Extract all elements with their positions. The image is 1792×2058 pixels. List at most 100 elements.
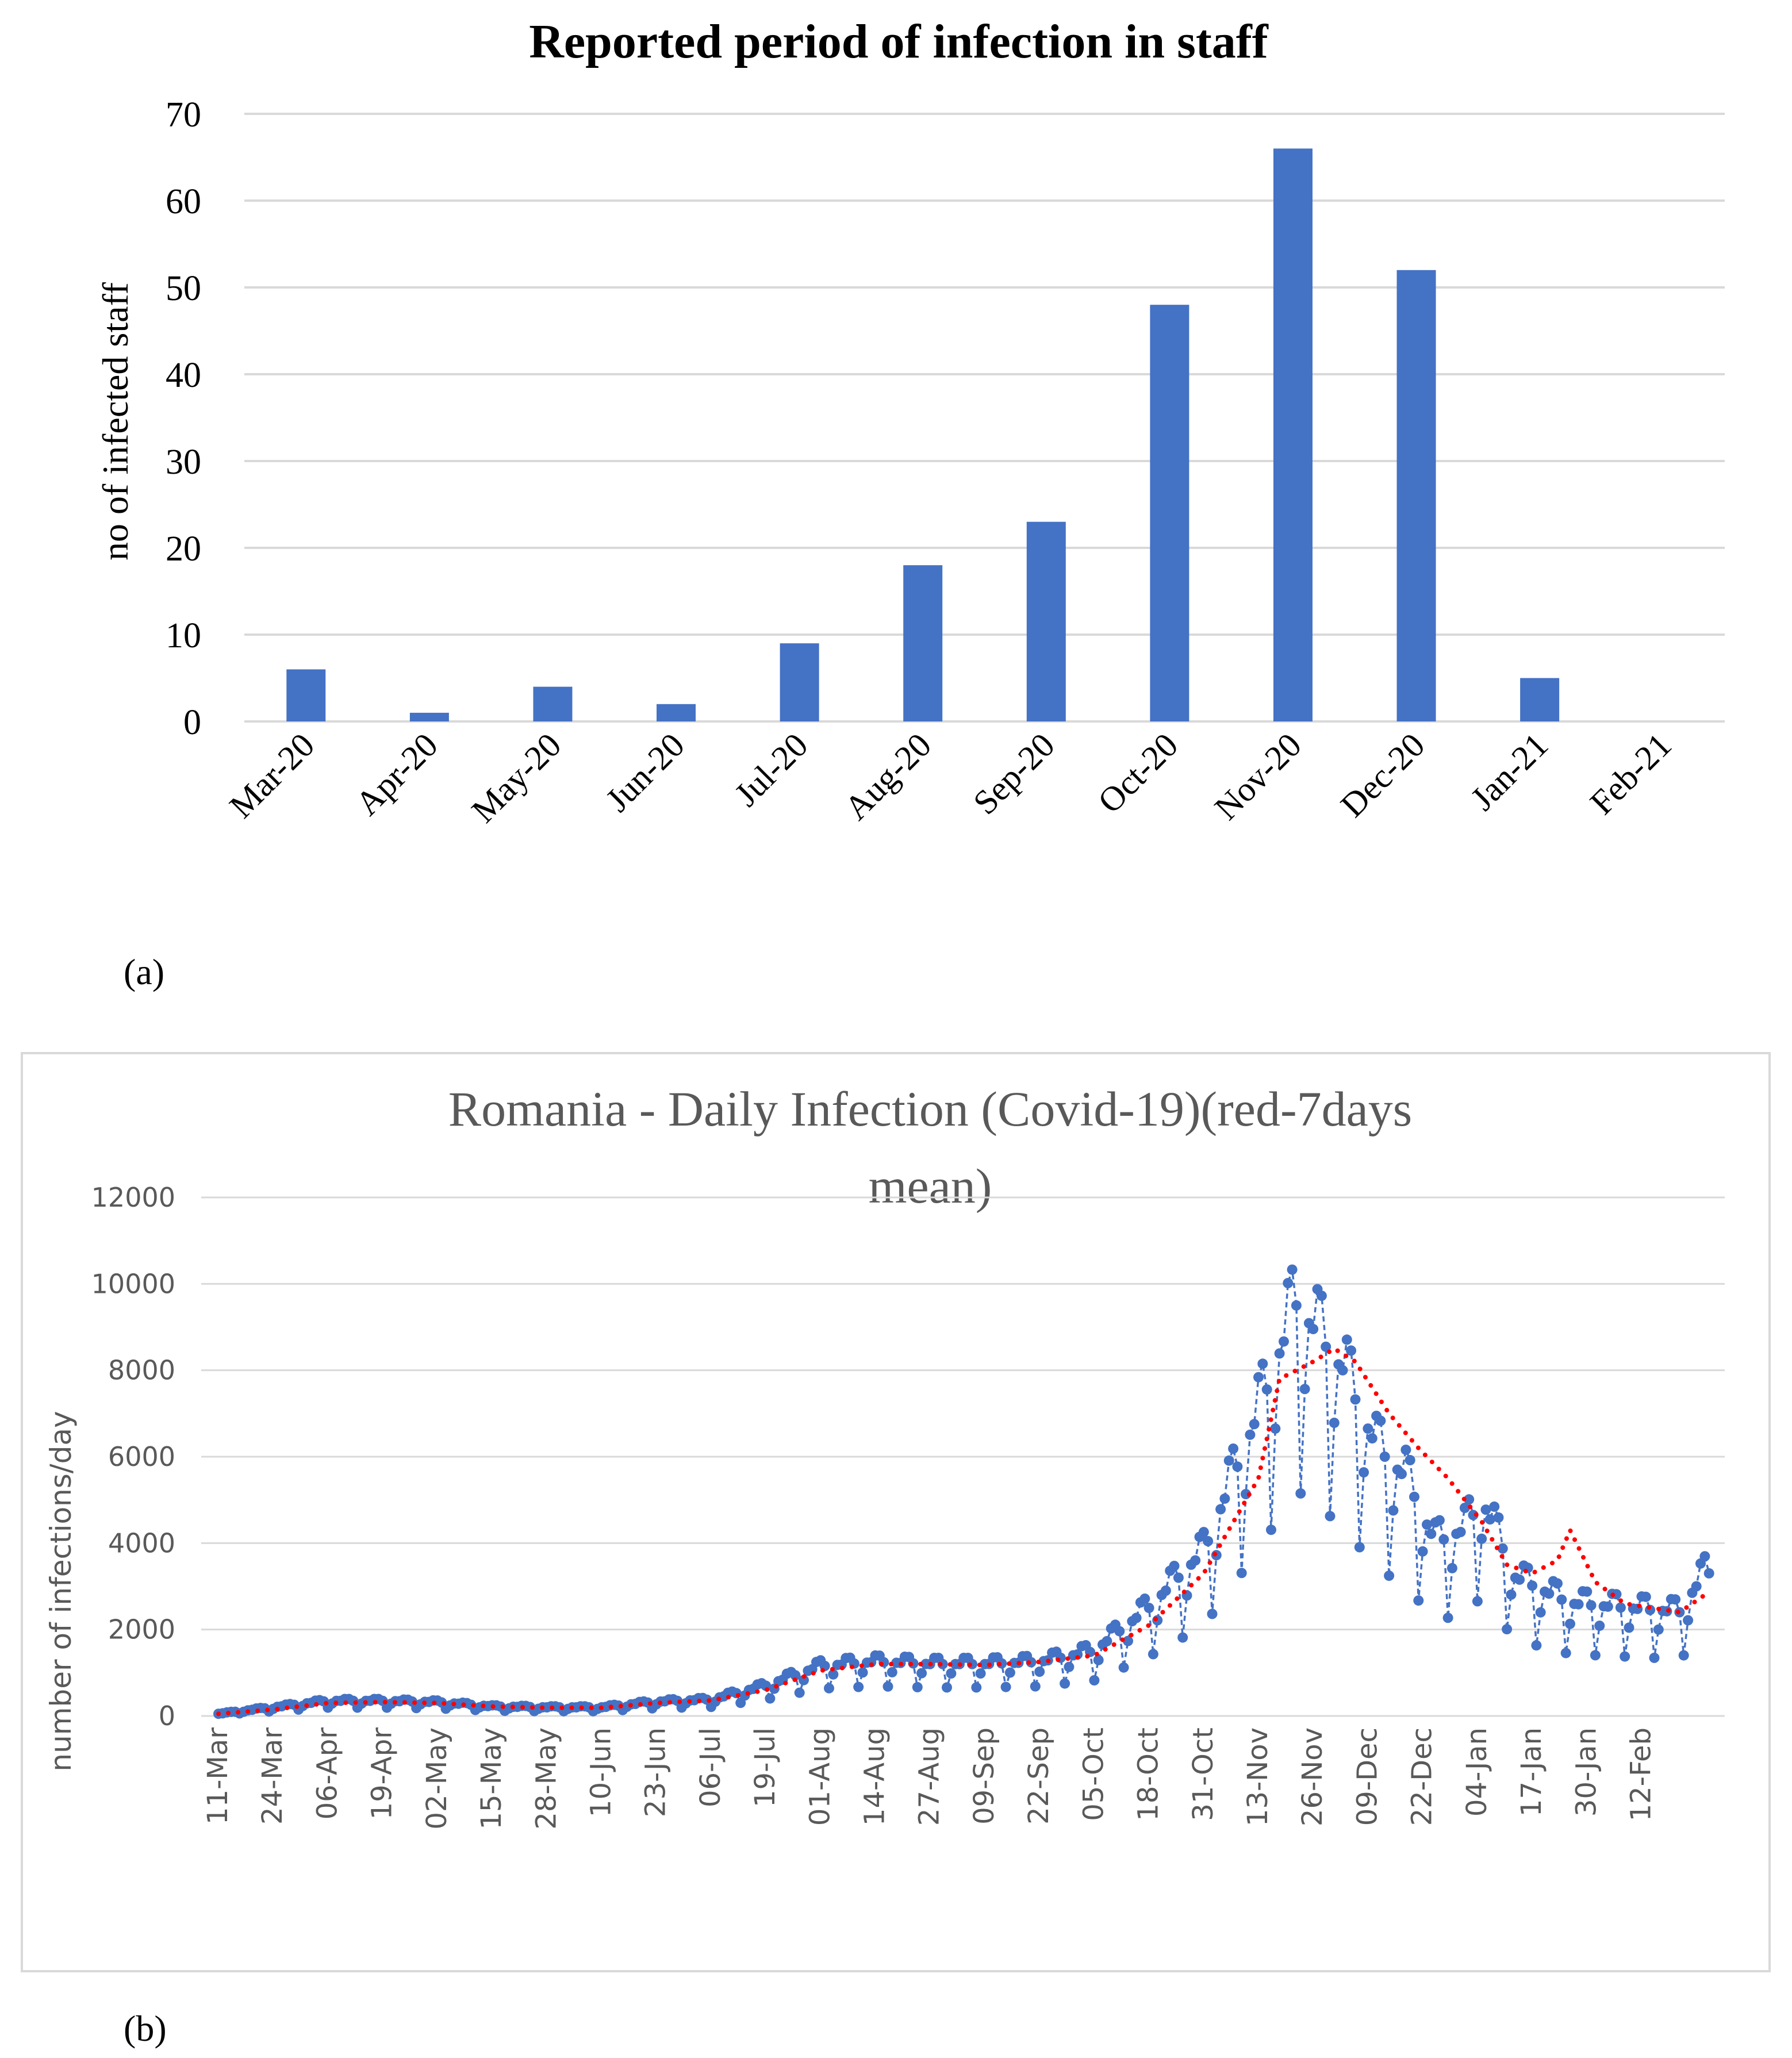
chart-b-daily-point — [1653, 1624, 1664, 1635]
chart-b-daily-point — [853, 1681, 864, 1692]
chart-b-x-tick-label: 05-Oct — [1077, 1727, 1110, 1821]
chart-b-daily-point — [971, 1682, 982, 1693]
chart-a-x-tick-label: Jan-21 — [1464, 726, 1556, 818]
chart-b-y-tick-label: 12000 — [91, 1182, 175, 1213]
chart-b-daily-point — [1295, 1488, 1306, 1499]
chart-b-daily-point — [1143, 1603, 1154, 1614]
chart-b-daily-point — [1359, 1467, 1369, 1478]
chart-b-x-ticks: 11-Mar 24-Mar 06-Apr 19-Apr 02-May 15-May 28-M… — [202, 1727, 1657, 1830]
chart-b-daily-point — [1459, 1503, 1470, 1513]
chart-b-daily-point — [1219, 1493, 1230, 1504]
chart-b-daily-point — [1257, 1358, 1268, 1369]
chart-b-y-axis-label: number of infections/day — [44, 1411, 78, 1771]
chart-a-bars — [286, 148, 1560, 721]
chart-b-daily-point — [1480, 1504, 1491, 1515]
chart-a-x-tick-label: Aug-20 — [837, 726, 938, 827]
chart-b-x-tick-label: 10-Jun — [585, 1727, 617, 1817]
chart-b-daily-point — [1489, 1501, 1500, 1512]
chart-a-x-tick-label: Nov-20 — [1207, 726, 1308, 827]
chart-b-daily-point — [912, 1681, 923, 1692]
chart-b-daily-point — [1565, 1618, 1575, 1629]
chart-b-daily-point — [1093, 1654, 1104, 1665]
chart-a-x-tick-label: Oct-20 — [1091, 726, 1185, 820]
chart-a-y-tick-label: 50 — [166, 269, 201, 308]
chart-b-x-tick-label: 26-Nov — [1296, 1727, 1329, 1826]
chart-b-daily-point — [946, 1668, 957, 1679]
chart-b-daily-point — [1531, 1640, 1542, 1651]
chart-b-daily-point — [1341, 1334, 1352, 1345]
chart-b-daily-point — [1409, 1491, 1419, 1502]
chart-b-daily-point — [857, 1667, 868, 1678]
chart-b-daily-point — [1367, 1433, 1377, 1444]
chart-b-daily-point — [1691, 1581, 1702, 1592]
chart-b-daily-point — [824, 1683, 834, 1694]
chart-b-daily-point — [1123, 1635, 1133, 1646]
chart-b-x-tick-label: 18-Oct — [1133, 1727, 1165, 1821]
chart-b-daily-point — [1422, 1519, 1432, 1530]
chart-a-y-tick-label: 70 — [166, 95, 201, 135]
chart-b-daily-point — [1544, 1588, 1555, 1599]
chart-b-daily-point — [1114, 1626, 1125, 1637]
chart-b-daily-point — [1615, 1602, 1626, 1613]
chart-b-y-tick-label: 0 — [159, 1700, 175, 1731]
chart-b-daily-point — [1703, 1568, 1714, 1579]
chart-b-daily-point — [1400, 1445, 1411, 1455]
chart-b-daily-point — [1203, 1535, 1214, 1546]
chart-a-bar — [1273, 148, 1313, 721]
chart-b-daily-point — [790, 1670, 801, 1681]
chart-b-title-line-2: mean) — [869, 1158, 992, 1214]
chart-b-x-tick-label: 19-Jul — [749, 1727, 781, 1807]
chart-b-daily-point — [1493, 1512, 1504, 1523]
chart-b-daily-point — [1472, 1596, 1483, 1607]
chart-b-daily-point — [1131, 1612, 1142, 1623]
chart-b-daily-point — [1198, 1527, 1209, 1538]
chart-b-daily-point — [1064, 1661, 1075, 1672]
chart-b-x-tick-label: 13-Nov — [1242, 1727, 1274, 1826]
chart-a-y-tick-label: 0 — [183, 703, 201, 742]
chart-b-daily-point — [1527, 1580, 1538, 1591]
chart-a-x-tick-label: Mar-20 — [222, 726, 321, 825]
chart-b-daily-point — [1215, 1504, 1226, 1515]
chart-b-x-tick-label: 23-Jun — [640, 1727, 672, 1817]
chart-b-x-tick-label: 12-Feb — [1625, 1727, 1657, 1821]
chart-b-x-tick-label: 30-Jan — [1570, 1727, 1602, 1817]
chart-a-y-tick-label: 30 — [166, 443, 201, 482]
chart-a-y-tick-label: 10 — [166, 616, 201, 655]
chart-b-daily-point — [1316, 1291, 1327, 1301]
chart-b-x-tick-label: 06-Apr — [311, 1727, 343, 1820]
chart-b-daily-point — [1245, 1429, 1256, 1440]
chart-b-daily-point — [1337, 1365, 1348, 1376]
chart-b-daily-point — [1148, 1649, 1158, 1660]
chart-a-x-tick-label: Jun-20 — [598, 726, 692, 819]
chart-b-daily-point — [1413, 1595, 1424, 1606]
chart-b-daily-point — [799, 1675, 809, 1685]
chart-a-y-tick-label: 40 — [166, 356, 201, 395]
chart-a-y-tick-label: 60 — [166, 182, 201, 221]
chart-b-daily-point — [1232, 1461, 1243, 1472]
panel-a-label: (a) — [124, 951, 164, 992]
chart-a-bar — [286, 669, 326, 721]
chart-b-daily-point — [1379, 1452, 1390, 1462]
chart-b-daily-point — [1514, 1574, 1525, 1585]
chart-b-daily-point — [1102, 1635, 1112, 1646]
chart-b-daily-point — [1177, 1632, 1188, 1643]
chart-b-daily-point — [1089, 1675, 1100, 1685]
chart-b-x-tick-label: 17-Jan — [1515, 1727, 1548, 1817]
chart-b-x-tick-label: 06-Jul — [694, 1727, 727, 1807]
chart-b-daily-point — [1649, 1652, 1660, 1663]
chart-b-x-tick-label: 24-Mar — [256, 1727, 289, 1825]
chart-b-x-tick-label: 09-Dec — [1351, 1727, 1383, 1826]
chart-b-title-line-1: Romania - Daily Infection (Covid-19)(red… — [448, 1081, 1413, 1136]
chart-b-x-tick-label: 01-Aug — [804, 1727, 836, 1826]
chart-b-daily-point — [1438, 1534, 1449, 1545]
chart-b-x-tick-label: 28-May — [530, 1727, 562, 1830]
chart-b-daily-point — [1678, 1650, 1689, 1661]
chart-b-daily-point — [1586, 1600, 1597, 1611]
chart-b-daily-point — [1283, 1278, 1294, 1288]
chart-b-x-tick-label: 27-Aug — [914, 1727, 946, 1826]
chart-b-daily-point — [1169, 1561, 1180, 1571]
chart-a-y-axis-label: no of infected staff — [95, 282, 136, 560]
chart-b-daily-point — [1670, 1594, 1681, 1605]
chart-b-y-tick-label: 4000 — [108, 1527, 175, 1558]
chart-b-x-tick-label: 22-Dec — [1406, 1727, 1438, 1826]
